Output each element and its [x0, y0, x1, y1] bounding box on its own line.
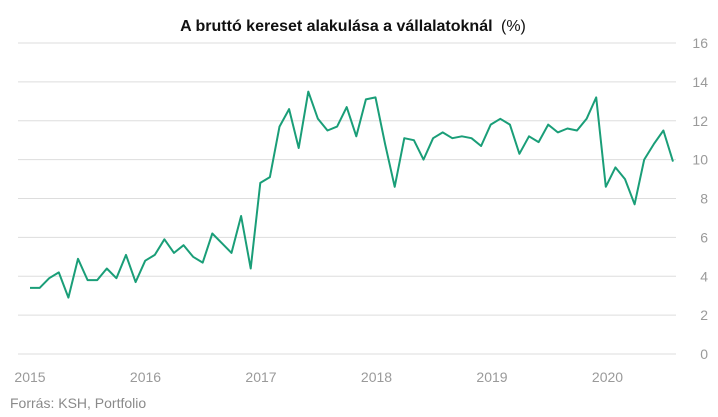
chart-title: A bruttó kereset alakulása a vállalatokn… [180, 18, 526, 35]
y-axis-ticks: 0 2 4 6 8 10 12 14 16 [692, 35, 708, 362]
x-tick-label: 2019 [476, 369, 507, 385]
x-tick-label: 2020 [592, 369, 623, 385]
y-tick-label: 14 [692, 74, 708, 90]
x-tick-label: 2018 [361, 369, 392, 385]
grid-lines [18, 42, 676, 355]
y-tick-label: 2 [700, 307, 708, 323]
series-group [30, 90, 674, 299]
x-axis-ticks: 2015 2016 2017 2018 2019 2020 [14, 369, 623, 385]
x-tick-label: 2015 [14, 369, 45, 385]
y-tick-label: 0 [700, 346, 708, 362]
source-note: Forrás: KSH, Portfolio [10, 395, 146, 411]
y-tick-label: 4 [700, 268, 708, 284]
x-tick-label: 2017 [245, 369, 276, 385]
y-tick-label: 16 [692, 35, 708, 51]
x-tick-label: 2016 [130, 369, 161, 385]
y-tick-label: 8 [700, 191, 708, 207]
y-tick-label: 12 [692, 113, 708, 129]
y-tick-label: 10 [692, 152, 708, 168]
series-line [30, 90, 674, 299]
chart-title-unit: (%) [501, 18, 526, 35]
chart-title-main: A bruttó kereset alakulása a vállalatokn… [180, 18, 492, 35]
y-tick-label: 6 [700, 229, 708, 245]
